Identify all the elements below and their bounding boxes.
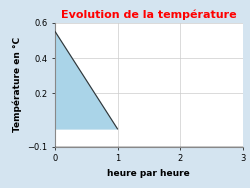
Polygon shape — [55, 31, 118, 129]
X-axis label: heure par heure: heure par heure — [108, 169, 190, 178]
Y-axis label: Température en °C: Température en °C — [12, 37, 22, 132]
Title: Evolution de la température: Evolution de la température — [61, 10, 236, 20]
